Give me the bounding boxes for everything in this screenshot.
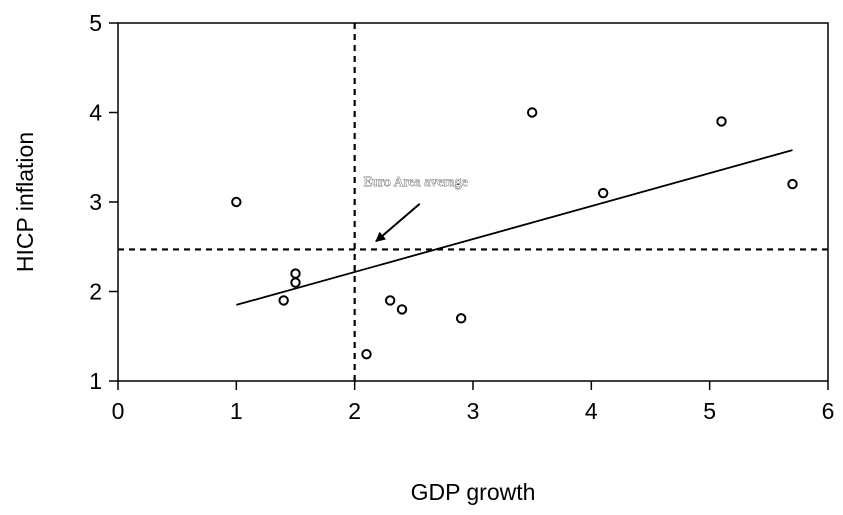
annotation-group: Euro Area average: [363, 175, 468, 243]
annotation-arrow: [375, 203, 421, 243]
data-point: [716, 116, 727, 127]
annotation-label: Euro Area average: [364, 175, 468, 190]
data-point: [597, 187, 609, 199]
y-tick-label: 3: [89, 189, 102, 215]
data-point: [278, 295, 289, 306]
data-point: [526, 107, 538, 118]
x-tick-label: 1: [230, 398, 243, 424]
axis-titles: GDP growth HICP inflation: [12, 132, 535, 505]
data-point: [787, 178, 798, 190]
y-tick-label: 1: [89, 368, 102, 394]
data-point: [396, 304, 408, 315]
x-tick-label: 5: [703, 398, 716, 424]
x-axis-title: GDP growth: [411, 479, 536, 505]
y-tick-label: 5: [89, 10, 102, 36]
x-tick-label: 4: [585, 398, 598, 424]
data-point: [290, 277, 301, 288]
data-point: [290, 268, 301, 279]
x-tick-label: 0: [112, 398, 125, 424]
y-tick-label: 2: [89, 279, 102, 305]
x-tick-label: 2: [348, 398, 361, 424]
data-point: [455, 313, 467, 324]
reference-lines: [118, 23, 828, 381]
plot-frame: [117, 22, 829, 382]
x-tick-label: 3: [467, 398, 480, 424]
data-point: [361, 348, 372, 360]
trend-line-group: [236, 149, 793, 306]
data-point: [384, 295, 396, 306]
trend-line: [236, 149, 793, 306]
data-point: [231, 196, 242, 208]
y-tick-label: 4: [89, 100, 102, 126]
data-points: [231, 107, 798, 360]
y-axis-title: HICP inflation: [12, 132, 38, 272]
x-tick-label: 6: [822, 398, 835, 424]
